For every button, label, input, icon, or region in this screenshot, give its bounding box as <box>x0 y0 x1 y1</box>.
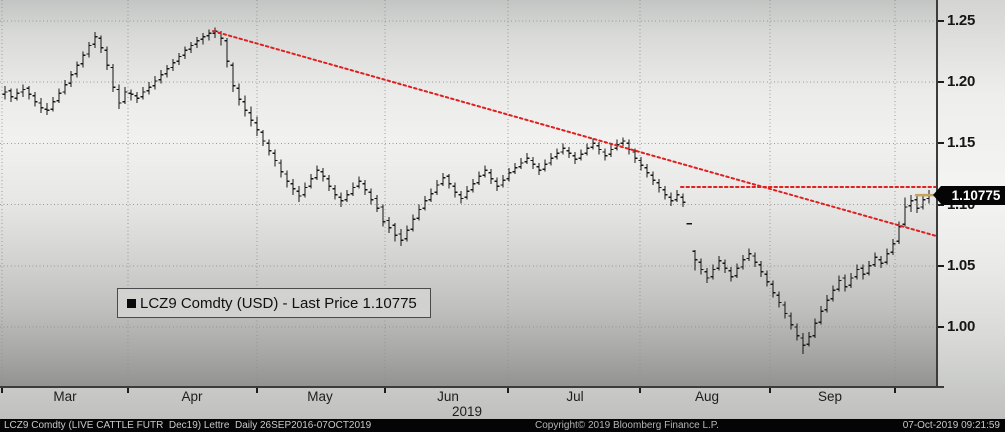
price-tick-label: 1.05 <box>947 256 975 274</box>
month-label: Mar <box>53 389 77 404</box>
series-marker-icon <box>127 298 136 308</box>
price-tick <box>938 264 944 267</box>
month-tick <box>769 388 771 393</box>
month-label: Jul <box>566 389 584 404</box>
month-tick <box>127 388 129 393</box>
month-tick <box>384 388 386 393</box>
last-price-value: 1.10775 <box>951 187 1001 203</box>
month-label: May <box>307 389 333 404</box>
last-price-flag: 1.10775 <box>941 185 1005 205</box>
month-tick <box>639 388 641 393</box>
month-tick <box>256 388 258 393</box>
month-label: Jun <box>437 389 459 404</box>
month-label: Sep <box>817 389 843 404</box>
x-axis-line <box>0 386 944 388</box>
status-bar: LCZ9 Comdty (LIVE CATTLE FUTR Dec19) Let… <box>0 419 1005 432</box>
chart-description: LCZ9 Comdty (LIVE CATTLE FUTR Dec19) Let… <box>4 420 372 431</box>
month-tick <box>894 388 896 393</box>
price-tick-label: 1.20 <box>947 73 975 91</box>
legend[interactable]: LCZ9 Comdty (USD) - Last Price 1.10775 <box>117 288 431 318</box>
month-label: Aug <box>694 389 720 404</box>
price-tick-label: 1.00 <box>947 318 975 335</box>
month-tick <box>507 388 509 393</box>
price-tick <box>938 326 944 328</box>
legend-label: LCZ9 Comdty (USD) - Last Price 1.10775 <box>140 294 417 312</box>
price-tick-label: 1.25 <box>947 12 975 29</box>
month-tick <box>1 388 3 393</box>
month-label: Apr <box>181 389 203 404</box>
plot-area[interactable] <box>0 0 937 387</box>
price-tick <box>938 20 944 22</box>
downtrend-line <box>212 30 937 238</box>
price-tick-label: 1.15 <box>947 134 975 152</box>
year-label: 2019 <box>451 404 483 419</box>
price-tick <box>938 81 944 84</box>
timestamp: 07-Oct-2019 09:21:59 <box>902 420 1000 431</box>
copyright-notice: Copyright© 2019 Bloomberg Finance L.P. <box>535 420 719 431</box>
chart-canvas[interactable] <box>0 0 937 387</box>
price-tick <box>938 142 944 145</box>
